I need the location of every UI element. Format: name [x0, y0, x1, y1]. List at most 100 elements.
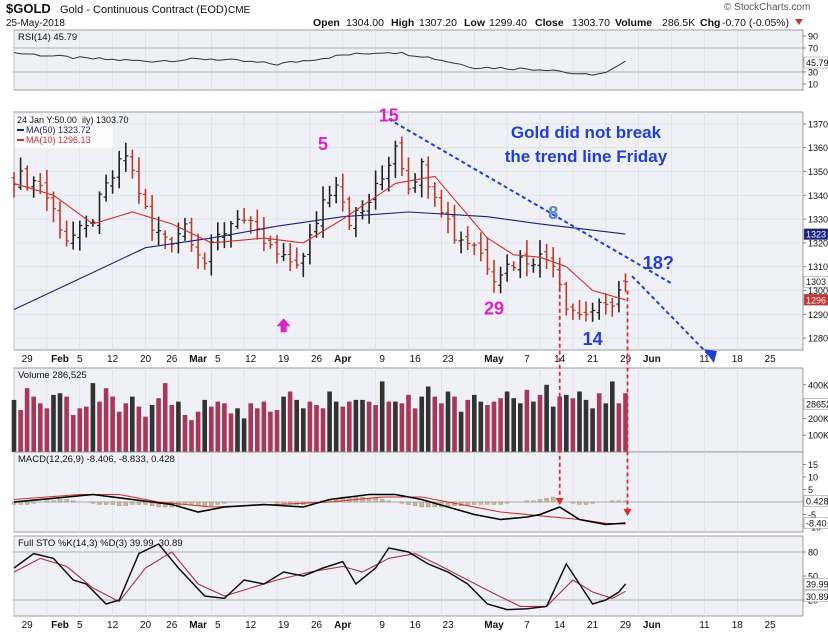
macd-histogram-bar [551, 496, 556, 503]
macd-hist-last-tag: 0.428 [806, 496, 828, 506]
volume-bar [301, 408, 306, 452]
volume-bar [116, 411, 122, 452]
volume-bar [616, 403, 622, 452]
x-axis-label: 16 [410, 354, 422, 365]
macd-histogram-bar [274, 501, 280, 504]
volume-bar [176, 401, 181, 452]
x-axis-label: 20 [140, 354, 152, 365]
price-last-tag: 1323 [806, 230, 826, 240]
volume-bar [11, 399, 17, 452]
volume-bar [452, 396, 457, 452]
x-axis-label: 7 [524, 620, 530, 631]
volume-bar [162, 383, 168, 452]
sto-k-last-tag-bg [803, 578, 828, 590]
volume-bar [366, 401, 372, 452]
price-annotation: the trend line Friday [505, 147, 668, 166]
macd-histogram-bar [64, 499, 69, 503]
volume-bar [169, 405, 175, 452]
macd-histogram-bar [51, 500, 56, 503]
volume-bar [320, 408, 326, 452]
macd-histogram-bar [478, 501, 483, 505]
price-tick-label: 1330 [808, 215, 828, 225]
quote-bar: Open 1304.00 High 1307.20 Low 1299.40 Cl… [313, 17, 803, 29]
x-axis-label: 12 [107, 620, 119, 631]
price-tick-label: 1310 [808, 262, 828, 272]
x-axis-label: 5 [215, 620, 221, 631]
x-axis-label: 7 [524, 354, 530, 365]
volume-bar [623, 393, 628, 452]
macd-histogram-bar [97, 501, 102, 505]
x-axis-label: 23 [442, 620, 454, 631]
price-tick-label: 1290 [808, 310, 828, 320]
x-axis-label: May [484, 354, 504, 365]
red-arrow-head-icon [623, 509, 632, 516]
volume-tick-label: 200K [808, 414, 828, 424]
macd-histogram-bar [570, 501, 576, 504]
volume-bar [31, 396, 36, 452]
price-annotation: 5 [318, 134, 328, 154]
volume-bar [531, 401, 536, 452]
x-axis-label: 18 [732, 354, 744, 365]
price-annotation: 15 [379, 106, 399, 126]
volume-bar [340, 406, 346, 452]
volume-bar [590, 408, 595, 452]
rsi-line [13, 51, 626, 76]
macd-histogram-bar [419, 501, 424, 508]
volume-bar [156, 398, 161, 452]
sto-title: Full STO %K(14,3) %D(3) 39.99, 30.89 [18, 538, 183, 549]
x-axis-label: 21 [587, 620, 599, 631]
x-axis-label: 12 [245, 354, 257, 365]
x-axis-label: Mar [189, 620, 207, 631]
price-legend-cursor: 24 Jan Y:50.00 [17, 115, 77, 125]
volume-bar [472, 394, 477, 452]
symbol: $GOLD [6, 1, 51, 16]
volume-bar [222, 403, 227, 452]
macd-histogram-bar [485, 501, 490, 505]
volume-bar [84, 406, 89, 452]
price-annotation: 29 [484, 298, 504, 318]
x-axis-label: Feb [51, 354, 69, 365]
price-tick-label: 1360 [808, 143, 828, 153]
trend-line [388, 118, 673, 285]
sto-k-line [13, 543, 627, 611]
price-last-tag-bg [803, 228, 828, 240]
volume-bar [439, 403, 444, 452]
x-axis-label: 25 [765, 354, 777, 365]
volume-bar [347, 401, 352, 452]
annotation-layer: 15 5 29 8 18? 14 Gold did not break the trend l… [276, 106, 717, 516]
brand: © StockCharts.com [724, 2, 810, 13]
ma10-legend: MA(10) 1296.13 [26, 135, 91, 145]
volume-bar [445, 391, 451, 452]
volume-bar [241, 418, 247, 452]
rsi-tick-label: 70 [808, 44, 818, 54]
volume-bar [189, 420, 194, 452]
x-axis-label: 21 [587, 354, 599, 365]
macd-last-tag-bg [803, 517, 828, 529]
x-axis-label: May [484, 620, 504, 631]
volume-last-tag: 286525 [806, 399, 828, 409]
x-axis-label: 12 [245, 620, 257, 631]
volume-bar [327, 391, 332, 452]
price-last-tag-bg [803, 275, 828, 288]
price-tick-label: 1370 [808, 119, 828, 129]
macd-histogram-bar [616, 500, 622, 503]
volume-bar [550, 406, 556, 452]
volume-bar [44, 408, 50, 452]
volume-bar [209, 406, 214, 452]
volume-panel: 400K 200K 100K 286525 Volume 286,525 [11, 367, 828, 453]
price-last-tag-bg [803, 294, 828, 306]
price-tick-label: 1280 [808, 334, 828, 344]
volume-bar [248, 403, 253, 452]
volume-bar [130, 396, 135, 452]
macd-histogram-bar [57, 499, 63, 503]
volume-bar [103, 388, 109, 452]
volume-bar [491, 401, 497, 452]
volume-bar [564, 394, 569, 452]
volume-bar [57, 393, 63, 452]
volume-bar [77, 408, 83, 452]
macd-tick-label: 5 [808, 485, 813, 495]
volume-bar [485, 405, 490, 452]
